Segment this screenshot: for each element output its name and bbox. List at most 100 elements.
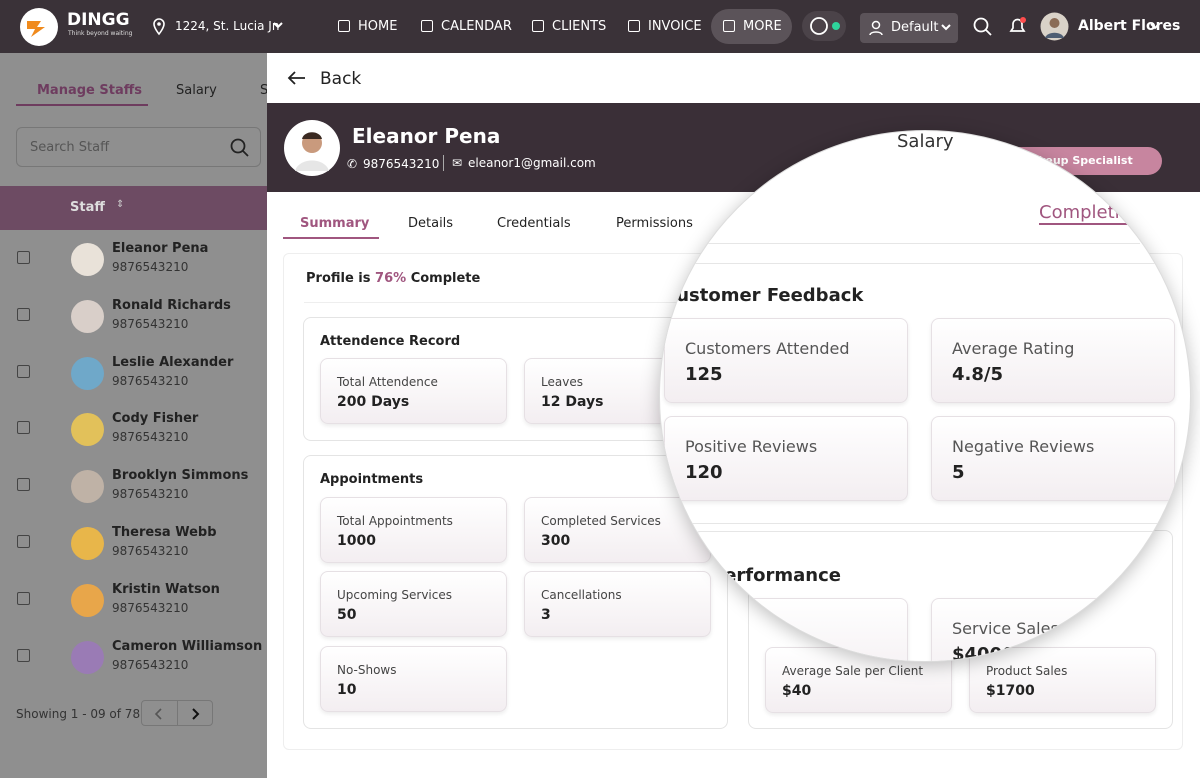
staff-phone: 9876543210 [112, 657, 189, 672]
nav-icon [532, 20, 544, 32]
text: Profile is [306, 271, 371, 286]
staff-phone: 9876543210 [112, 430, 189, 445]
text: Complete [410, 271, 481, 286]
nav-link[interactable]: HOME [358, 19, 398, 34]
profile-email: eleanor1@gmail.com [468, 156, 596, 170]
profile-select[interactable]: Default [860, 13, 958, 43]
stat-value: $40 [782, 683, 812, 699]
section-title: Attendence Record [320, 334, 461, 349]
tab[interactable]: Details [408, 216, 454, 231]
stat-card: Average Rating 4.8/5 [931, 318, 1175, 403]
next[interactable] [190, 708, 200, 720]
staff-phone: 9876543210 [112, 544, 189, 558]
staff-name[interactable]: Leslie Alexander [112, 354, 234, 370]
staff-avatar [71, 243, 104, 276]
stat-label: Cancellations [541, 588, 622, 602]
stat-value: 120 [685, 462, 723, 483]
nav-icon [338, 20, 350, 32]
stat-label: Customers Attended [685, 339, 850, 358]
stat-label: Average Sale per Client [782, 664, 924, 678]
location[interactable]: 1224, St. Lucia Jn [175, 19, 280, 33]
stat-value: 10 [337, 682, 357, 698]
tab-underline [283, 237, 379, 239]
nav-link[interactable]: CLIENTS [552, 19, 607, 34]
staff-name[interactable]: Kristin Watson [112, 581, 220, 597]
stat-label: Negative Reviews [952, 437, 1095, 456]
stat-card: Total Attendence 200 Days [320, 358, 507, 424]
logo [20, 8, 58, 46]
staff-phone: 9876543210 [112, 373, 189, 388]
pin-icon [153, 18, 165, 36]
staff-name[interactable]: Eleanor Pena [112, 241, 209, 256]
tab[interactable]: Salary [176, 83, 217, 98]
stat-card: Upcoming Services 50 [320, 571, 507, 637]
tab[interactable]: Credentials [497, 216, 571, 231]
stat-card: Customers Attended 125 [664, 318, 908, 403]
checkbox[interactable] [17, 591, 30, 605]
tab[interactable]: Salary [897, 131, 954, 152]
chevron [273, 22, 283, 29]
prev[interactable] [154, 708, 164, 720]
completion: Profile is 76% Complete [306, 271, 480, 286]
staff-name[interactable]: Ronald Richards [112, 297, 231, 313]
tab[interactable]: Summary [300, 216, 370, 231]
stat-label: Positive Reviews [685, 437, 818, 456]
stat-card: Total Appointments 1000 [320, 497, 507, 563]
nav-icon [628, 20, 640, 32]
checkbox[interactable] [17, 307, 30, 321]
stat-value: $4000 [952, 644, 1015, 662]
checkbox[interactable] [17, 478, 30, 492]
search-box[interactable]: Search Staff [16, 127, 261, 167]
stat-value: 50 [337, 607, 357, 623]
staff-avatar [71, 413, 104, 447]
back-arrow[interactable] [287, 70, 307, 86]
checkbox[interactable] [17, 364, 30, 378]
more-pill [711, 9, 792, 44]
stat-label: Completed Services [541, 514, 661, 528]
checkbox[interactable] [17, 421, 30, 435]
staff-avatar [71, 583, 104, 617]
section-title: Appointments [320, 472, 424, 487]
stat-value: 300 [541, 533, 571, 549]
tab[interactable]: Schedule [751, 131, 834, 152]
whatsapp[interactable] [802, 11, 846, 41]
placeholder: Search Staff [30, 140, 110, 155]
sort-icon[interactable]: ⇕ [116, 199, 125, 210]
pager [141, 700, 213, 726]
staff-name[interactable]: Cameron Williamson [112, 638, 263, 654]
nav-link[interactable]: MORE [743, 19, 782, 34]
checkbox[interactable] [17, 648, 30, 662]
staff-name[interactable]: Theresa Webb [112, 525, 217, 540]
staff-avatar [71, 527, 104, 560]
bell-icon[interactable] [1007, 15, 1029, 37]
top-nav: DINGG Think beyond waiting 1224, St. Luc… [0, 0, 1200, 53]
tab[interactable]: Manage Staffs [37, 83, 143, 98]
stat-card: No-Shows 10 [320, 646, 507, 712]
user-name[interactable]: Albert Flores [1078, 18, 1181, 34]
chevron [1150, 23, 1160, 30]
nav-link[interactable]: INVOICE [648, 19, 702, 34]
tab[interactable]: S [260, 83, 267, 98]
staff-name[interactable]: Brooklyn Simmons [112, 468, 249, 484]
staff-avatar [71, 299, 104, 333]
active-tab[interactable]: Completion [1039, 202, 1143, 225]
magnifier: Schedule Salary Completion Customer Feed… [659, 130, 1191, 662]
staff-name[interactable]: Cody Fisher [112, 411, 199, 427]
staff-phone: 9876543210 [112, 316, 189, 331]
nav-link[interactable]: CALENDAR [441, 19, 512, 34]
tab[interactable]: Permissions [616, 216, 693, 231]
sidebar: Manage Staffs Salary S Search Staff Staf… [0, 53, 267, 778]
profile-avatar [284, 120, 340, 176]
checkbox[interactable] [17, 535, 30, 548]
search-icon[interactable] [973, 17, 993, 37]
back[interactable]: Back [320, 69, 362, 89]
stat-label: Total Appointments [337, 514, 453, 528]
checkbox[interactable] [17, 251, 30, 264]
stat-label: Average Rating [952, 339, 1075, 358]
percent: 76% [375, 271, 407, 286]
stat-value: 200 Days [337, 394, 410, 410]
table-header: Staff ⇕ [0, 186, 267, 230]
nav-icon [421, 20, 433, 32]
